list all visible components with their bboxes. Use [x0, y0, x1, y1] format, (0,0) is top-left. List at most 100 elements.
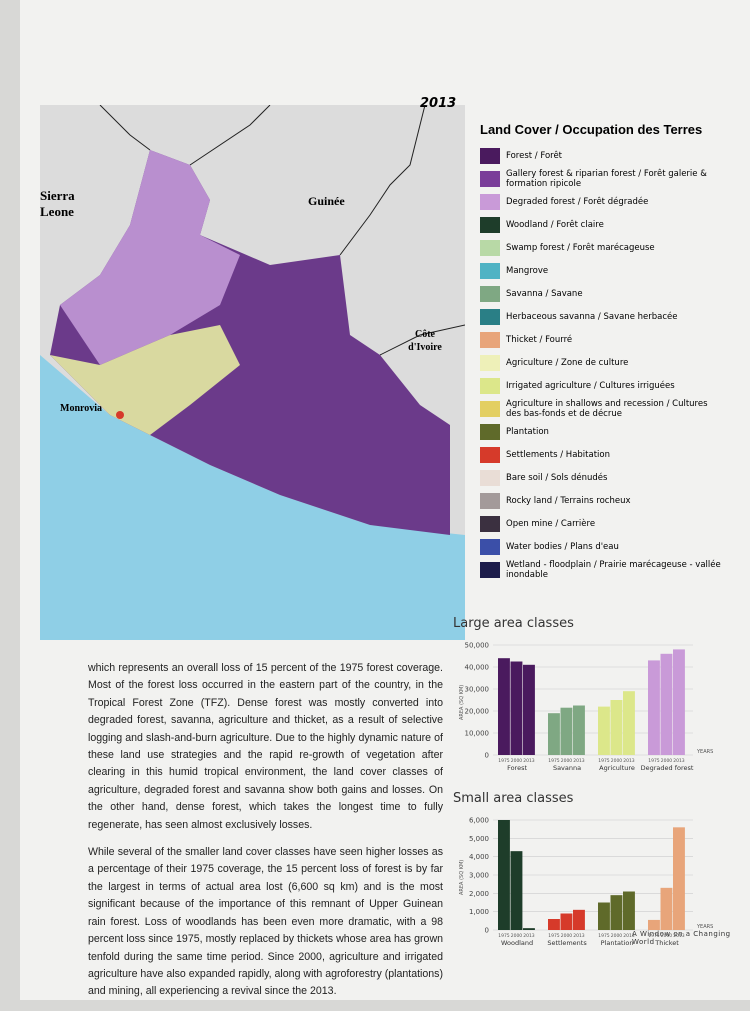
legend-label: Savanna / Savane	[506, 289, 583, 299]
legend-item: Herbaceous savanna / Savane herbacée	[480, 306, 725, 328]
legend-label: Wetland - floodplain / Prairie marécageu…	[506, 560, 721, 580]
year-label: 2013	[523, 933, 535, 939]
legend-item: Thicket / Fourré	[480, 329, 725, 351]
y-tick-label: 4,000	[469, 853, 489, 861]
year-label: 2013	[573, 758, 585, 764]
agriculture-area	[50, 325, 240, 435]
bar	[573, 705, 585, 755]
y-tick-label: 30,000	[465, 686, 490, 694]
year-label: 2000	[611, 758, 623, 764]
year-label: 2013	[673, 933, 685, 939]
year-label: 2013	[623, 933, 635, 939]
group-label: Agriculture	[599, 764, 635, 772]
legend-label: Thicket / Fourré	[506, 335, 573, 345]
year-label: 1975	[598, 758, 610, 764]
year-label: 2013	[523, 758, 535, 764]
legend-title: Land Cover / Occupation des Terres	[480, 122, 703, 137]
year-label: 2000	[561, 933, 573, 939]
legend-item: Mangrove	[480, 260, 725, 282]
legend-item: Degraded forest / Forêt dégradée	[480, 191, 725, 213]
legend-label: Gallery forest & riparian forest / Forêt…	[506, 169, 707, 189]
bar	[560, 913, 573, 930]
year-label: 1975	[648, 933, 660, 939]
footer: A Window on a Changing World	[632, 930, 731, 946]
group-label: Woodland	[501, 939, 533, 947]
legend-label: Swamp forest / Forêt marécageuse	[506, 243, 655, 253]
bar	[598, 902, 610, 930]
year-label: 2000	[661, 933, 673, 939]
legend-swatch	[480, 562, 500, 578]
chart-title: Large area classes	[453, 616, 574, 631]
chart-title: Small area classes	[453, 791, 574, 806]
bar-chart: Small area classes AREA (SQ KM) YEARS 0 1,00…	[453, 791, 713, 947]
y-tick-label: 2,000	[469, 890, 489, 898]
y-tick-label: 0	[485, 752, 489, 760]
border	[99, 105, 465, 356]
bar	[498, 658, 510, 755]
legend-label: Water bodies / Plans d'eau	[506, 542, 619, 552]
map-label: Guinée	[308, 194, 345, 208]
legend-swatch	[480, 240, 500, 256]
group-label: Savanna	[553, 764, 581, 772]
legend-item: Rocky land / Terrains rocheux	[480, 490, 725, 512]
legend-label: Rocky land / Terrains rocheux	[506, 496, 631, 506]
legend-item: Bare soil / Sols dénudés	[480, 467, 725, 489]
x-axis-label: YEARS	[696, 924, 713, 930]
map-label: Monrovia	[60, 403, 102, 414]
bar	[610, 895, 623, 930]
legend-swatch	[480, 194, 500, 210]
legend-label: Woodland / Forêt claire	[506, 220, 604, 230]
y-tick-label: 40,000	[465, 664, 490, 672]
body-text: which represents an overall loss of 15 p…	[88, 660, 443, 1011]
map-year: 2013	[420, 96, 457, 111]
legend-swatch	[480, 447, 500, 463]
legend-label: Agriculture in shallows and recession / …	[506, 399, 708, 419]
year-label: 1975	[598, 933, 610, 939]
legend-item: Plantation	[480, 421, 725, 443]
year-label: 2000	[511, 758, 523, 764]
bar	[648, 660, 660, 755]
legend-swatch	[480, 424, 500, 440]
year-label: 2000	[661, 758, 673, 764]
legend-swatch	[480, 401, 500, 417]
year-label: 1975	[498, 933, 510, 939]
legend-label: Open mine / Carrière	[506, 519, 596, 529]
legend-item: Agriculture in shallows and recession / …	[480, 398, 725, 420]
bar	[623, 691, 635, 755]
city-marker	[116, 411, 124, 419]
year-label: 1975	[548, 758, 560, 764]
legend-item: Forest / Forêt	[480, 145, 725, 167]
legend-item: Woodland / Forêt claire	[480, 214, 725, 236]
bar	[548, 713, 560, 755]
paragraph: While several of the smaller land cover …	[88, 846, 443, 998]
legend-swatch	[480, 286, 500, 302]
legend-swatch	[480, 263, 500, 279]
legend-item: Irrigated agriculture / Cultures irrigué…	[480, 375, 725, 397]
legend-label: Irrigated agriculture / Cultures irrigué…	[506, 381, 675, 391]
legend-label: Mangrove	[506, 266, 549, 276]
legend-swatch	[480, 148, 500, 164]
x-axis-label: YEARS	[696, 749, 713, 755]
group-label: Plantation	[601, 939, 634, 947]
legend-label: Degraded forest / Forêt dégradée	[506, 197, 649, 207]
year-label: 1975	[548, 933, 560, 939]
group-label: Thicket	[654, 939, 679, 947]
legend-swatch	[480, 217, 500, 233]
legend-item: Gallery forest & riparian forest / Forêt…	[480, 168, 725, 190]
legend: Land Cover / Occupation des Terres Forest…	[480, 122, 725, 582]
legend-swatch	[480, 332, 500, 348]
bar	[660, 653, 673, 755]
legend-swatch	[480, 171, 500, 187]
y-tick-label: 3,000	[469, 872, 489, 880]
bar	[598, 706, 610, 755]
bar	[523, 664, 535, 755]
y-tick-label: 6,000	[469, 817, 489, 825]
legend-swatch	[480, 539, 500, 555]
legend-item: Agriculture / Zone de culture	[480, 352, 725, 374]
y-tick-label: 5,000	[469, 835, 489, 843]
year-label: 2000	[561, 758, 573, 764]
legend-item: Water bodies / Plans d'eau	[480, 536, 725, 558]
y-tick-label: 10,000	[465, 730, 490, 738]
year-label: 2013	[573, 933, 585, 939]
